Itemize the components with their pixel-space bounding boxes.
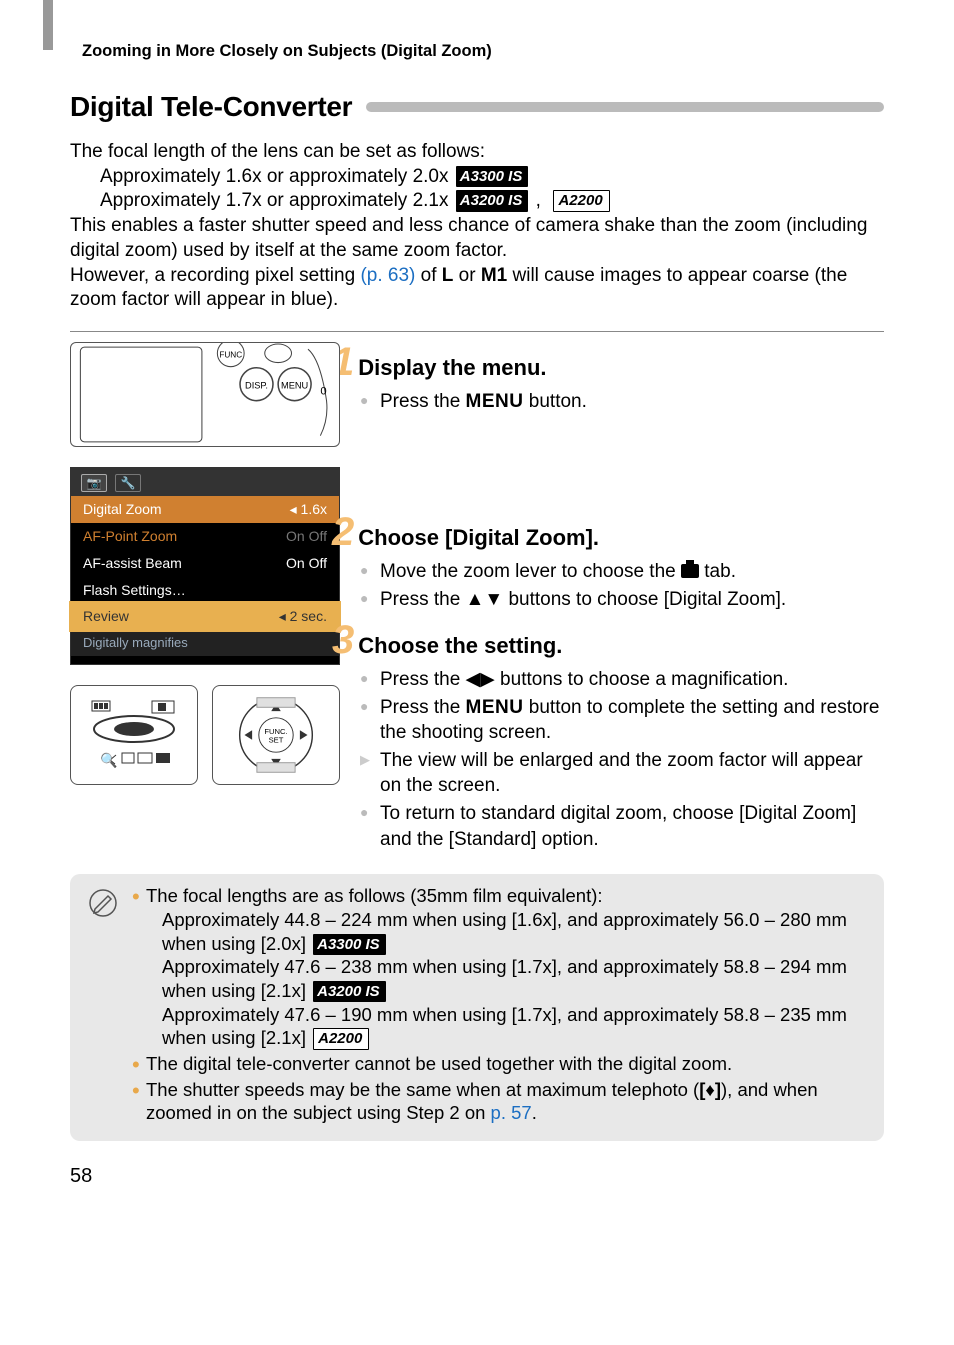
note-list: The focal lengths are as follows (35mm f… bbox=[132, 884, 866, 1127]
p2b-pre: However, a recording pixel setting bbox=[70, 265, 360, 286]
badge-a3300: A3300 IS bbox=[456, 166, 529, 188]
svg-text:FUNC.: FUNC. bbox=[264, 727, 287, 736]
ref-p63[interactable]: (p. 63) bbox=[360, 265, 415, 286]
s3b2-pre: Press the bbox=[380, 697, 466, 718]
s2b2-pre: Press the bbox=[380, 589, 466, 610]
s1b1-pre: Press the bbox=[380, 391, 466, 412]
menu-screenshot: 📷 🔧 Digital Zoom◂ 1.6xAF-Point ZoomOn Of… bbox=[70, 467, 340, 665]
left-right-icon: ◀▶ bbox=[466, 669, 495, 690]
s2b2-mid: buttons to choose [Digital Zoom]. bbox=[503, 589, 786, 610]
badge-a2200: A2200 bbox=[553, 190, 609, 212]
step-images: DISP. MENU FUNC 0 📷 🔧 Digital Zoom◂ 1.6x… bbox=[70, 342, 340, 854]
p2b-mid2: or bbox=[453, 265, 480, 286]
up-down-icon: ▲▼ bbox=[466, 589, 504, 610]
ref-p57[interactable]: p. 57 bbox=[491, 1102, 532, 1123]
s2b1-post: tab. bbox=[699, 561, 736, 582]
intro-line3: Approximately 1.7x or approximately 2.1x… bbox=[70, 189, 884, 214]
note1: The focal lengths are as follows (35mm f… bbox=[132, 884, 866, 1050]
n3-post: . bbox=[532, 1102, 537, 1123]
menu-footer: Digitally magnifies bbox=[71, 630, 339, 656]
note2: The digital tele-converter cannot be use… bbox=[132, 1052, 866, 1076]
camera-tab-icon bbox=[681, 564, 699, 578]
svg-text:DISP.: DISP. bbox=[245, 380, 268, 390]
intro-line2: Approximately 1.6x or approximately 2.0x… bbox=[70, 165, 884, 190]
steps-grid: DISP. MENU FUNC 0 📷 🔧 Digital Zoom◂ 1.6x… bbox=[70, 342, 884, 854]
note1a-text: Approximately 44.8 – 224 mm when using [… bbox=[162, 909, 847, 954]
glyph-m1-icon: M1 bbox=[481, 265, 507, 286]
step3-title-text: Choose the setting. bbox=[358, 631, 562, 661]
badge-a3300-2: A3300 IS bbox=[313, 934, 386, 955]
breadcrumb: Zooming in More Closely on Subjects (Dig… bbox=[70, 40, 884, 62]
step3-title: 3 Choose the setting. bbox=[360, 624, 884, 661]
telephoto-icon: [♦] bbox=[699, 1079, 721, 1100]
camera-back-illustration: DISP. MENU FUNC 0 bbox=[70, 342, 340, 447]
section-title-text: Digital Tele-Converter bbox=[70, 88, 352, 126]
note1-text: The focal lengths are as follows (35mm f… bbox=[146, 885, 603, 906]
menu-row: Flash Settings… bbox=[71, 577, 339, 604]
s1b1-post: button. bbox=[524, 391, 587, 412]
separator bbox=[70, 331, 884, 332]
note1b: Approximately 47.6 – 238 mm when using [… bbox=[146, 955, 866, 1002]
page-tab bbox=[43, 0, 53, 50]
step3-bullet2: Press the MENU button to complete the se… bbox=[380, 695, 884, 746]
svg-text:SET: SET bbox=[269, 736, 284, 745]
intro-line1: The focal length of the lens can be set … bbox=[70, 140, 884, 165]
step1-title: 1 Display the menu. bbox=[360, 346, 884, 383]
intro-block: The focal length of the lens can be set … bbox=[70, 140, 884, 313]
title-bar bbox=[366, 102, 884, 112]
menu-row: AF-assist BeamOn Off bbox=[71, 550, 339, 577]
intro-para2b: However, a recording pixel setting (p. 6… bbox=[70, 264, 884, 313]
s3b1-post: buttons to choose a magnification. bbox=[495, 669, 789, 690]
note3: The shutter speeds may be the same when … bbox=[132, 1078, 866, 1125]
badge-a3200-2: A3200 IS bbox=[313, 981, 386, 1002]
step2-bullet1: Move the zoom lever to choose the tab. bbox=[380, 559, 884, 585]
section-title: Digital Tele-Converter bbox=[70, 88, 884, 126]
step2-title-text: Choose [Digital Zoom]. bbox=[358, 523, 599, 553]
intro-line3-text: Approximately 1.7x or approximately 2.1x bbox=[100, 190, 449, 211]
zoom-lever-illustration: 🔍 bbox=[70, 685, 198, 785]
note1b-text: Approximately 47.6 – 238 mm when using [… bbox=[162, 956, 847, 1001]
control-illustrations: 🔍 FUNC. SET bbox=[70, 685, 340, 785]
svg-text:FUNC: FUNC bbox=[219, 350, 242, 359]
svg-text:0: 0 bbox=[320, 385, 326, 397]
svg-text:MENU: MENU bbox=[281, 380, 308, 390]
step3-bullet3: The view will be enlarged and the zoom f… bbox=[380, 748, 884, 799]
menu-row: Digital Zoom◂ 1.6x bbox=[71, 496, 339, 523]
menu-row: Review◂ 2 sec. bbox=[71, 603, 339, 630]
pencil-icon bbox=[88, 888, 118, 918]
tab-camera-icon: 📷 bbox=[81, 474, 107, 492]
step3-bullet4: To return to standard digital zoom, choo… bbox=[380, 801, 884, 852]
step3-bullet1: Press the ◀▶ buttons to choose a magnifi… bbox=[380, 667, 884, 693]
step-num-3: 3 bbox=[332, 624, 354, 656]
s3b1-pre: Press the bbox=[380, 669, 466, 690]
note1c-text: Approximately 47.6 – 190 mm when using [… bbox=[162, 1004, 847, 1049]
note1c: Approximately 47.6 – 190 mm when using [… bbox=[146, 1003, 866, 1050]
glyph-l-icon: L bbox=[442, 265, 454, 286]
s2b1-pre: Move the zoom lever to choose the bbox=[380, 561, 681, 582]
intro-line2-text: Approximately 1.6x or approximately 2.0x bbox=[100, 166, 449, 187]
menu-tabs: 📷 🔧 bbox=[71, 468, 339, 496]
intro-para2a: This enables a faster shutter speed and … bbox=[70, 214, 884, 263]
steps-text: 1 Display the menu. Press the MENU butto… bbox=[360, 342, 884, 854]
step1-bullet1: Press the MENU button. bbox=[380, 389, 884, 415]
badge-a3200: A3200 IS bbox=[456, 190, 529, 212]
step1-title-text: Display the menu. bbox=[358, 353, 546, 383]
menu-button-text-2: MENU bbox=[466, 697, 524, 718]
tab-tools-icon: 🔧 bbox=[115, 474, 141, 492]
n3-pre: The shutter speeds may be the same when … bbox=[146, 1079, 699, 1100]
menu-button-text: MENU bbox=[466, 391, 524, 412]
step2-bullet2: Press the ▲▼ buttons to choose [Digital … bbox=[380, 587, 884, 613]
note-box: The focal lengths are as follows (35mm f… bbox=[70, 874, 884, 1141]
note1a: Approximately 44.8 – 224 mm when using [… bbox=[146, 908, 866, 955]
step2-title: 2 Choose [Digital Zoom]. bbox=[360, 516, 884, 553]
svg-text:🔍: 🔍 bbox=[100, 751, 117, 769]
p2b-mid: of bbox=[415, 265, 441, 286]
dpad-illustration: FUNC. SET bbox=[212, 685, 340, 785]
badge-a2200-2: A2200 bbox=[313, 1028, 369, 1049]
page-number: 58 bbox=[70, 1163, 884, 1190]
menu-row: AF-Point ZoomOn Off bbox=[71, 523, 339, 550]
step-num-2: 2 bbox=[332, 516, 354, 548]
